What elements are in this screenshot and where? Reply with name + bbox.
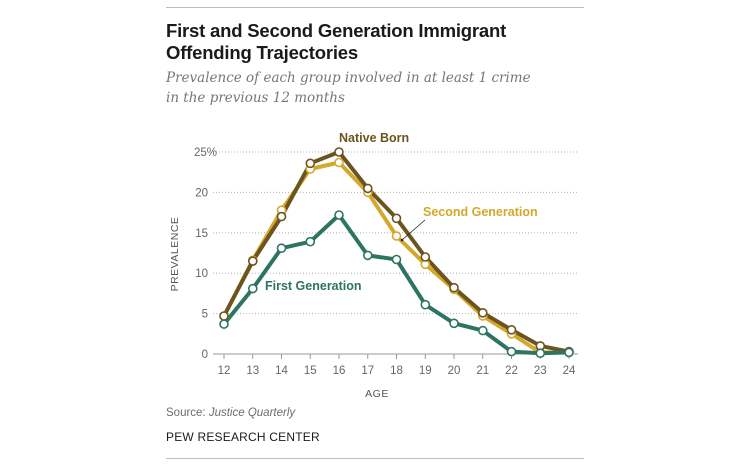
subtitle-line-2: in the previous 12 months [166, 90, 345, 106]
data-point-first-generation [477, 325, 488, 336]
x-tick-label: 23 [534, 365, 547, 377]
label-native-born: Native Born [339, 131, 409, 145]
data-point-native-born [420, 252, 431, 262]
x-tick-label: 13 [246, 365, 259, 377]
data-point-native-born [506, 324, 517, 335]
y-tick-label: 0 [202, 349, 208, 361]
x-tick-label: 18 [390, 365, 403, 377]
data-point-native-born [276, 211, 287, 222]
source-name: Justice Quarterly [208, 407, 296, 419]
x-tick-label: 24 [563, 365, 576, 377]
label-first-generation: First Generation [265, 279, 362, 293]
data-point-second-generation [391, 231, 402, 241]
label-second-generation-leader [401, 219, 426, 241]
y-tick-labels: 0 5 10 15 20 25% [194, 147, 217, 361]
x-axis-label: AGE [365, 388, 389, 400]
data-point-second-generation [334, 157, 344, 168]
data-point-first-generation [449, 318, 459, 329]
data-point-first-generation [334, 210, 344, 220]
title-line-2: Offending Trajectories [166, 42, 358, 63]
gridlines [213, 151, 578, 315]
bottom-rule [166, 458, 584, 459]
data-point-first-generation [420, 299, 431, 310]
data-point-first-generation [276, 243, 287, 253]
data-point-native-born [248, 256, 258, 266]
series-line-native-born [222, 150, 571, 354]
data-point-first-generation [535, 348, 546, 359]
subtitle-line-1: Prevalence of each group involved in at … [166, 70, 531, 86]
series-lines [222, 150, 571, 356]
chart-title: First and Second Generation Immigrant Of… [166, 20, 586, 64]
data-point-first-generation [305, 236, 316, 247]
x-tick-label: 15 [304, 365, 317, 377]
data-point-native-born [362, 183, 373, 194]
data-point-native-born [334, 147, 344, 157]
y-tick-label: 15 [195, 228, 208, 240]
title-line-1: First and Second Generation Immigrant [166, 20, 507, 41]
x-tick-label: 14 [275, 365, 288, 377]
x-tick-label: 21 [476, 365, 489, 377]
x-axis: 12 13 14 15 16 17 18 19 20 21 22 23 24 [213, 353, 578, 377]
top-rule [166, 7, 584, 8]
data-point-native-born [449, 282, 459, 293]
leader-dot [400, 238, 404, 242]
data-point-native-born [219, 311, 229, 321]
y-tick-label: 5 [202, 309, 208, 321]
data-point-native-born [391, 213, 402, 224]
data-point-first-generation [219, 319, 229, 329]
data-point-first-generation [506, 346, 517, 357]
organization-name: PEW RESEARCH CENTER [166, 430, 320, 444]
chart-subtitle: Prevalence of each group involved in at … [166, 68, 586, 108]
data-point-first-generation [391, 254, 402, 265]
data-point-native-born [477, 307, 488, 318]
x-tick-label: 17 [361, 365, 374, 377]
x-tick-label: 12 [218, 365, 231, 377]
x-tick-label: 20 [448, 365, 461, 377]
data-point-first-generation [362, 250, 373, 261]
x-tick-label: 16 [333, 365, 346, 377]
y-tick-label: 20 [195, 187, 208, 199]
label-second-generation: Second Generation [423, 205, 538, 219]
data-point-first-generation [248, 283, 258, 294]
x-tick-label: 22 [505, 365, 518, 377]
series-points [219, 147, 574, 359]
source-label: Source: [166, 407, 206, 419]
y-tick-label: 25% [194, 147, 217, 159]
y-axis-label: PREVALENCE [169, 217, 181, 292]
source-note: Source: Justice Quarterly [166, 407, 295, 419]
data-point-first-generation [564, 347, 574, 358]
y-tick-label: 10 [195, 268, 208, 280]
x-tick-label: 19 [419, 365, 432, 377]
data-point-native-born [305, 158, 316, 169]
